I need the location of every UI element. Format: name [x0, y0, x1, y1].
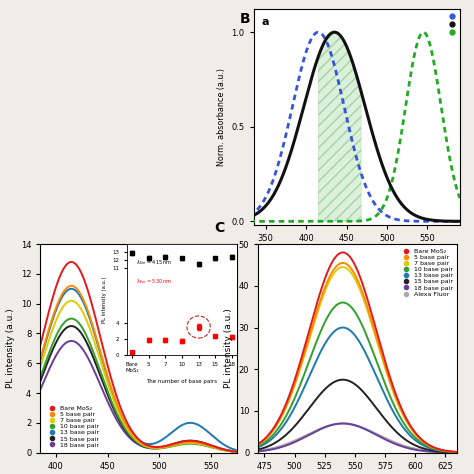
- Y-axis label: Norm. absorbance (a.u.): Norm. absorbance (a.u.): [217, 68, 226, 166]
- Legend: Bare MoS₂, 5 base pair, 7 base pair, 10 base pair, 13 base pair, 15 base pair, 1: Bare MoS₂, 5 base pair, 7 base pair, 10 …: [43, 403, 101, 450]
- X-axis label: Wavelength (nm): Wavelength (nm): [318, 249, 396, 258]
- Legend:  ,  ,  : , ,: [448, 11, 458, 38]
- Text: B: B: [239, 12, 250, 26]
- Legend: Bare MoS₂, 5 base pair, 7 base pair, 10 base pair, 13 base pair, 15 base pair, 1: Bare MoS₂, 5 base pair, 7 base pair, 10 …: [397, 246, 456, 299]
- Y-axis label: PL intensity (a.u.): PL intensity (a.u.): [224, 309, 233, 388]
- Text: C: C: [215, 220, 225, 235]
- Text: a: a: [262, 17, 269, 27]
- Y-axis label: PL intensity (a.u.): PL intensity (a.u.): [6, 309, 15, 388]
